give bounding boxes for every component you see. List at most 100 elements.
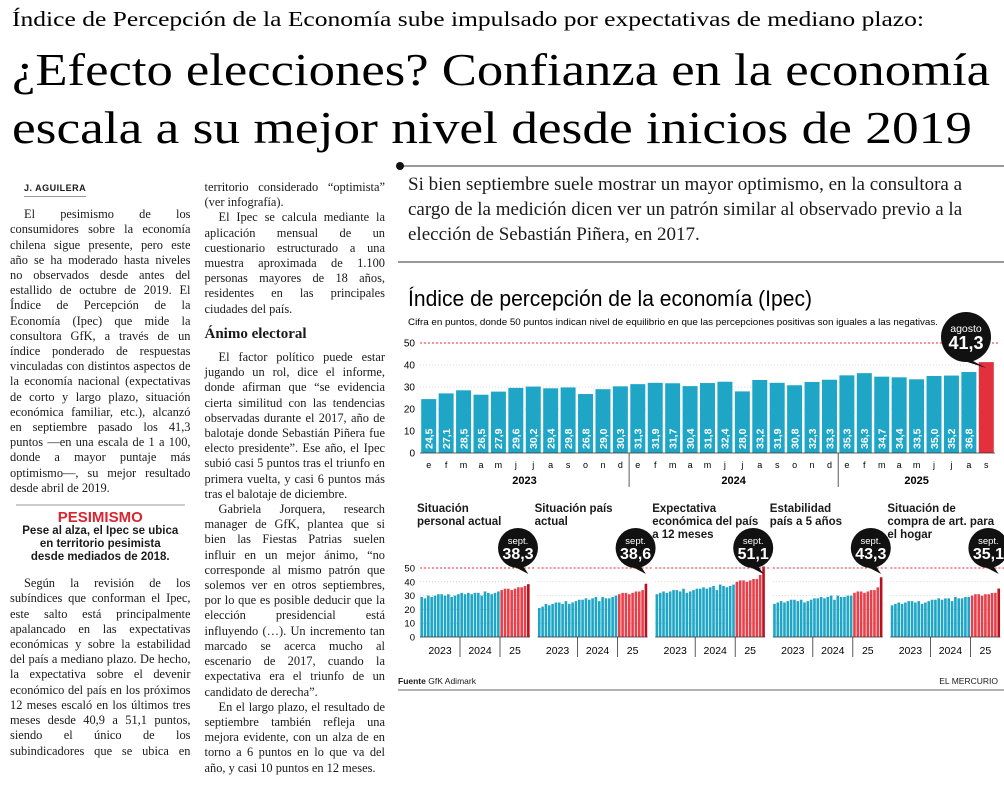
- bar: [611, 596, 614, 637]
- callout: [968, 528, 1004, 568]
- bar: [655, 594, 659, 637]
- bar: [421, 399, 437, 453]
- callout-pointer: [983, 566, 999, 574]
- x-tick-label: a: [688, 460, 693, 470]
- bar: [863, 592, 866, 637]
- bar: [624, 592, 628, 637]
- bar: [700, 383, 715, 453]
- bar: [695, 588, 699, 637]
- bar: [675, 590, 679, 637]
- bar: [803, 602, 806, 637]
- bar: [796, 601, 800, 637]
- bar: [692, 590, 695, 637]
- x-tick-label: a: [478, 460, 483, 470]
- paragraph: El factor político puede estar jugando u…: [204, 350, 386, 501]
- chart-subtitle: Cifra en puntos, donde 50 puntos indican…: [408, 317, 938, 328]
- bar: [917, 601, 921, 637]
- bar: [961, 372, 977, 453]
- bar: [564, 601, 568, 637]
- x-tick-label: a: [897, 460, 902, 470]
- bar-value-label: 36,8: [964, 428, 976, 449]
- year-label: 2024: [721, 475, 746, 487]
- bar: [950, 601, 954, 637]
- bar: [634, 591, 638, 637]
- bar: [463, 594, 467, 637]
- callout-label: sept.: [860, 536, 881, 547]
- bar-value-label: 34,7: [877, 428, 889, 449]
- bar: [507, 588, 510, 637]
- bar: [594, 596, 598, 637]
- bar: [423, 598, 427, 637]
- bar: [637, 591, 641, 637]
- bar: [833, 599, 836, 637]
- bar: [725, 587, 729, 637]
- bar: [591, 598, 594, 637]
- bar: [934, 599, 937, 637]
- bar: [829, 595, 833, 637]
- source-text: GfK Adimark: [428, 676, 476, 686]
- bar: [612, 386, 628, 453]
- x-tick-label: m: [669, 460, 677, 470]
- bar: [758, 574, 762, 637]
- bar-value-label: 27,9: [493, 428, 505, 449]
- bar: [940, 599, 944, 637]
- callout-value: 43,3: [855, 546, 886, 563]
- bar: [974, 594, 977, 637]
- bar: [752, 379, 768, 453]
- bar: [647, 382, 663, 453]
- bar: [943, 375, 959, 453]
- bar: [543, 388, 559, 453]
- paragraph: El Ipec se calcula mediante la aplicació…: [204, 210, 386, 316]
- bar: [964, 596, 967, 637]
- paragraph: Según la revisión de los subíndices que …: [10, 180, 385, 758]
- callout: [733, 528, 774, 568]
- bar: [890, 605, 894, 637]
- callout: [850, 528, 891, 568]
- bar: [517, 587, 520, 637]
- bar-value-label: 31,3: [633, 428, 645, 449]
- y-tick-label: 30: [404, 383, 416, 394]
- y-tick-label: 50: [404, 339, 416, 350]
- callout-value: 38,3: [502, 546, 533, 563]
- y-tick-label: 0: [410, 633, 415, 644]
- bar: [630, 384, 646, 453]
- bar: [698, 588, 702, 637]
- bar: [483, 591, 487, 637]
- bar-value-label: 24,5: [424, 428, 436, 449]
- credit: EL MERCURIO: [939, 676, 998, 686]
- bar: [487, 592, 490, 637]
- bar: [960, 598, 964, 637]
- year-label: 2024: [468, 645, 492, 657]
- x-tick-label: s: [566, 460, 571, 470]
- bar: [577, 599, 581, 637]
- bar: [447, 594, 450, 637]
- bar-value-label: 29,8: [563, 428, 575, 449]
- bar-value-label: 33,3: [824, 428, 836, 449]
- bar: [874, 376, 890, 453]
- bar: [804, 381, 820, 453]
- x-tick-label: j: [932, 460, 935, 470]
- bar: [722, 585, 725, 637]
- y-tick-label: 40: [404, 577, 415, 588]
- bar-value-label: 34,4: [894, 428, 906, 449]
- bar: [557, 602, 561, 637]
- small-chart-title: Expectativa económica del país a 12 mese…: [652, 503, 759, 541]
- bar: [537, 608, 541, 637]
- x-tick-label: o: [792, 460, 797, 470]
- bar-value-label: 30,8: [789, 428, 801, 449]
- kicker: Índice de Percepción de la Economía sube…: [12, 7, 924, 31]
- bar-value-label: 32,3: [807, 428, 819, 449]
- y-tick-label: 20: [404, 605, 415, 616]
- bar: [705, 588, 709, 637]
- x-tick-label: a: [548, 460, 553, 470]
- bar: [480, 595, 483, 637]
- bar: [503, 588, 507, 637]
- bar: [490, 594, 493, 637]
- bar: [561, 603, 564, 637]
- bar: [440, 594, 443, 637]
- callout: [615, 528, 656, 568]
- callout: [498, 528, 538, 568]
- headline: escala a su mejor nivel desde inicios de…: [12, 102, 972, 153]
- year-label: 2023: [781, 645, 805, 657]
